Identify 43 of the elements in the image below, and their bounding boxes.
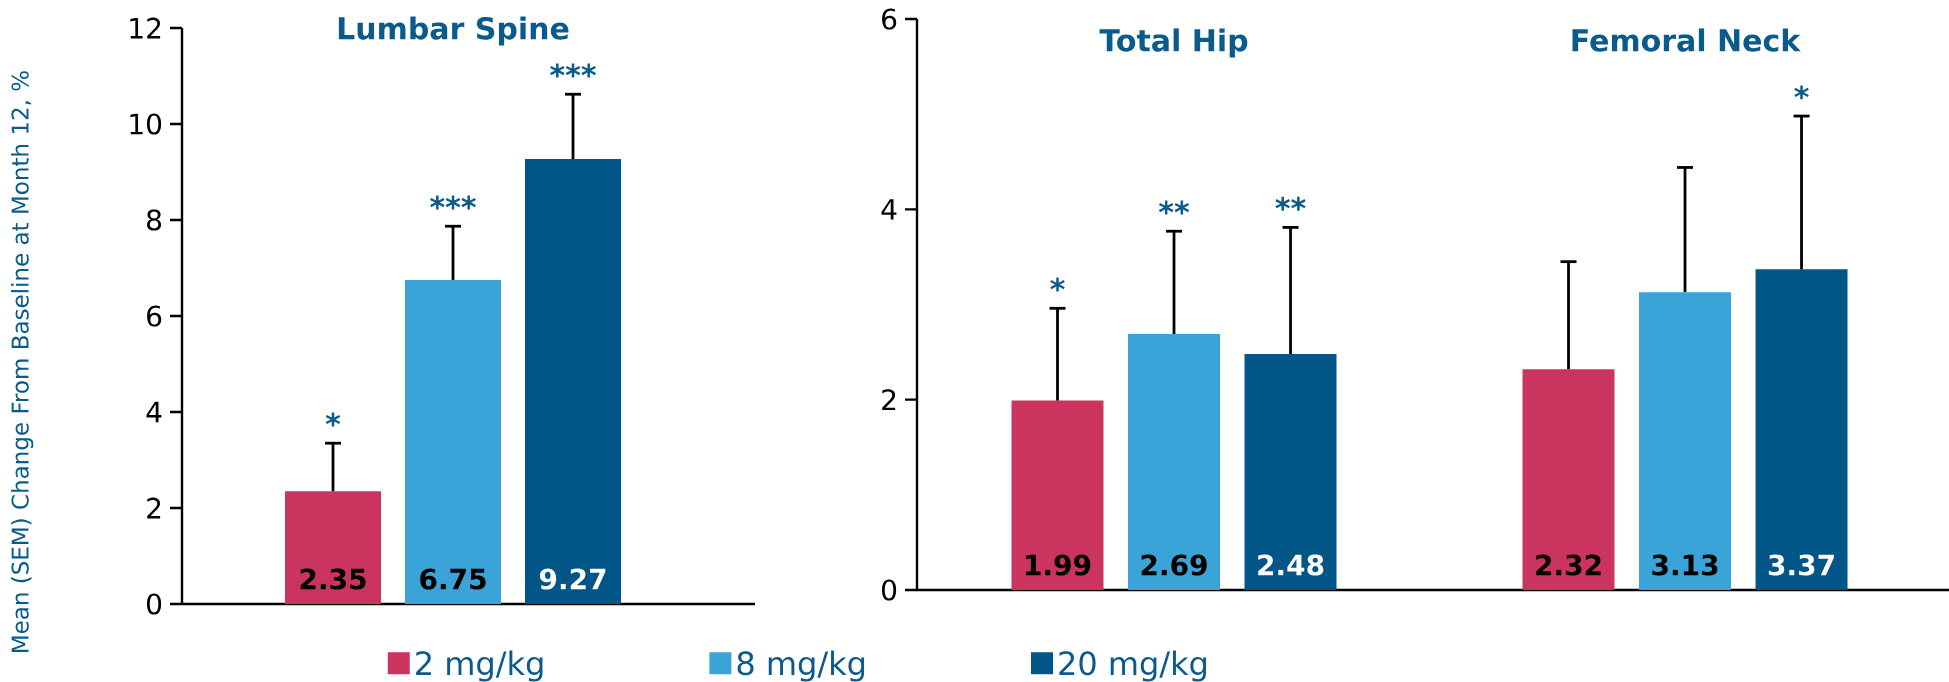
y-tick-label: 2 [882, 389, 896, 411]
data-label: 2.32 [1536, 554, 1601, 576]
bar [525, 159, 622, 604]
data-label: 2.48 [1258, 554, 1324, 576]
annotation: *** [550, 63, 596, 78]
bar [1244, 353, 1337, 590]
legend-label: 20 mg/kg [1059, 650, 1207, 682]
y-tick-label: 6 [147, 305, 162, 327]
y-tick-label: 0 [881, 579, 897, 601]
y-tick-label: 2 [147, 497, 161, 519]
bar [1522, 369, 1615, 590]
annotation: * [325, 412, 341, 427]
annotation: ** [1158, 200, 1190, 215]
bar [1011, 400, 1104, 590]
x-tick-label: Total Hip [1099, 28, 1248, 58]
annotation: * [1050, 277, 1065, 292]
data-label: 3.37 [1768, 554, 1834, 576]
data-label: 2.69 [1141, 554, 1207, 576]
annotation: *** [430, 195, 476, 210]
y-tick-label: 4 [881, 199, 897, 220]
bar [405, 280, 501, 604]
data-label: 9.27 [539, 568, 606, 590]
annotation: * [1794, 85, 1809, 100]
annotation: ** [1275, 196, 1306, 211]
bar [1755, 269, 1848, 590]
y-tick-label: 10 [130, 113, 162, 135]
y-tick-label: 12 [130, 17, 161, 39]
legend-label: 2 mg/kg [416, 650, 543, 682]
x-tick-label: Femoral Neck [1572, 28, 1801, 52]
data-label: 6.75 [420, 568, 486, 590]
data-label: 2.35 [300, 568, 366, 590]
bar [1639, 292, 1732, 590]
data-label: 1.99 [1026, 554, 1091, 576]
y-tick-label: 8 [147, 209, 162, 231]
bar [285, 491, 381, 604]
y-tick-label: 0 [146, 593, 162, 615]
legend-label: 8 mg/kg [737, 650, 865, 682]
bar [1128, 334, 1220, 590]
y-tick-label: 6 [882, 8, 897, 30]
data-label: 3.13 [1652, 554, 1718, 576]
y-tick-label: 4 [146, 401, 162, 423]
chart-title: Lumbar Spine [338, 16, 569, 46]
y-axis-title: Mean (SEM) Change From Baseline at Month 12, % [11, 71, 34, 652]
